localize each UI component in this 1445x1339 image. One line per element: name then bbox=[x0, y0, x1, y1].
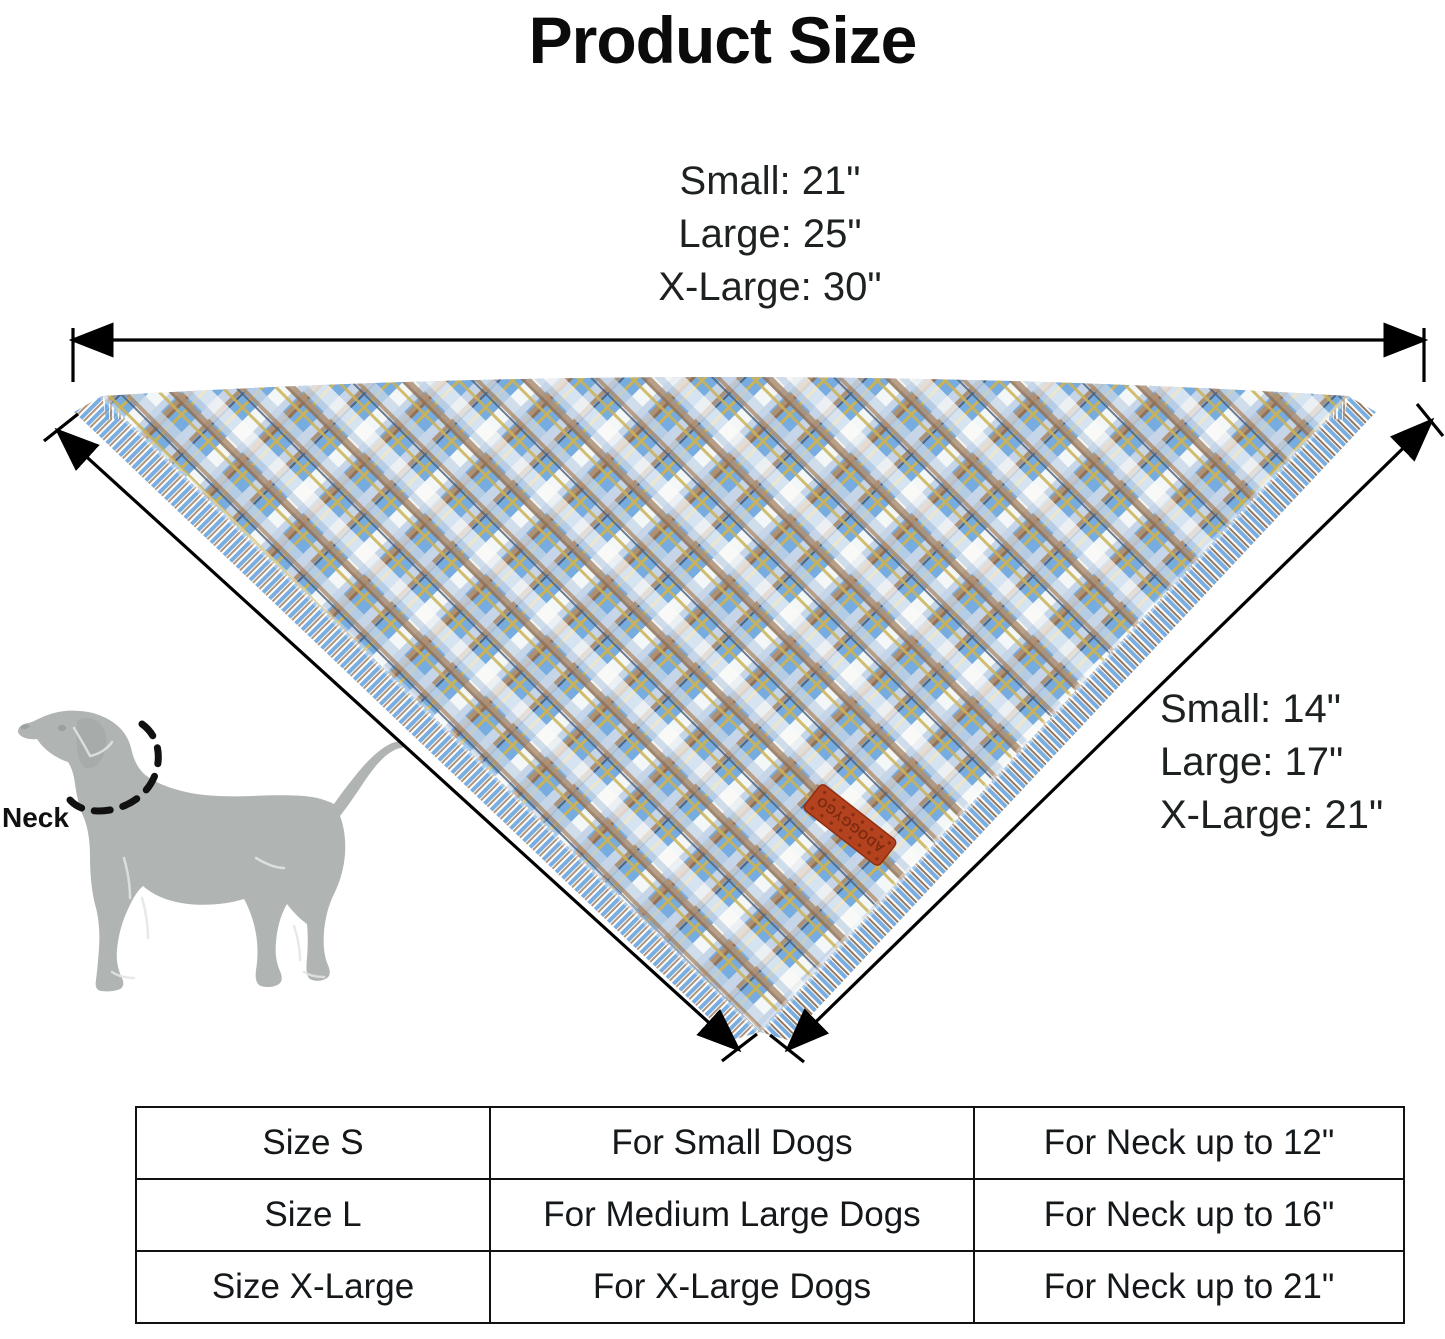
size-chart-table: Size S For Small Dogs For Neck up to 12"… bbox=[135, 1106, 1405, 1324]
page-title: Product Size bbox=[528, 3, 918, 77]
top-measurement-text: Small: 21" Large: 25" X-Large: 30" bbox=[560, 155, 980, 314]
top-measure-large: Large: 25" bbox=[678, 212, 862, 256]
table-cell-size: Size S bbox=[135, 1106, 491, 1180]
top-measure-xlarge: X-Large: 30" bbox=[658, 265, 882, 309]
dog-silhouette-illustration bbox=[4, 676, 404, 1026]
table-cell-dog-type: For X-Large Dogs bbox=[489, 1250, 975, 1324]
table-cell-neck: For Neck up to 16" bbox=[973, 1178, 1405, 1252]
table-row: Size L For Medium Large Dogs For Neck up… bbox=[135, 1178, 1405, 1252]
table-cell-size: Size L bbox=[135, 1178, 491, 1252]
table-row: Size S For Small Dogs For Neck up to 12" bbox=[135, 1106, 1405, 1180]
table-row: Size X-Large For X-Large Dogs For Neck u… bbox=[135, 1250, 1405, 1324]
table-cell-neck: For Neck up to 12" bbox=[973, 1106, 1405, 1180]
neck-label: Neck bbox=[2, 802, 69, 833]
top-measure-small: Small: 21" bbox=[679, 159, 861, 203]
table-cell-size: Size X-Large bbox=[135, 1250, 491, 1324]
dog-body-shape bbox=[18, 710, 404, 992]
table-cell-dog-type: For Medium Large Dogs bbox=[489, 1178, 975, 1252]
table-cell-neck: For Neck up to 21" bbox=[973, 1250, 1405, 1324]
dog-svg bbox=[18, 710, 404, 992]
table-cell-dog-type: For Small Dogs bbox=[489, 1106, 975, 1180]
